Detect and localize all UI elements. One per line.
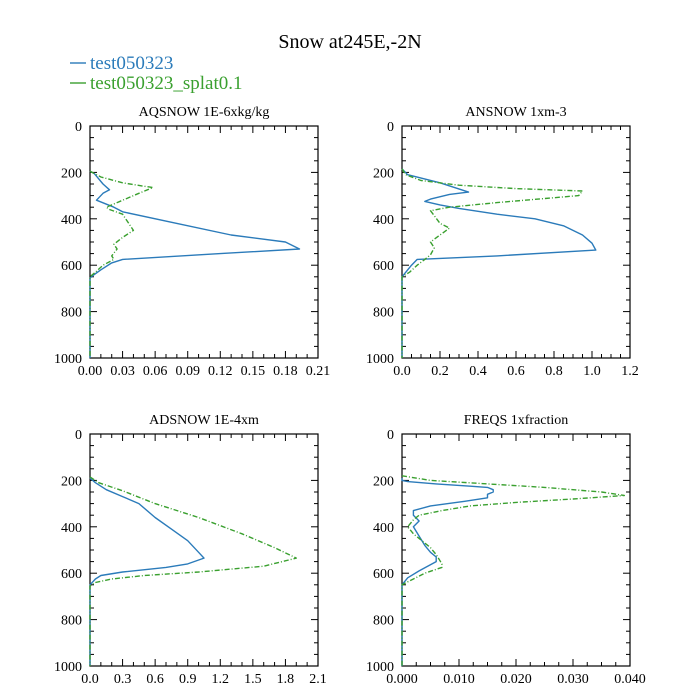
y-tick-label: 600 — [61, 567, 82, 582]
panel-freqs: FREQS 1xfraction 0.000 0.010 0.020 0.030 0.04… — [366, 413, 646, 687]
x-tick-label: 2.1 — [309, 672, 327, 687]
y-tick-label: 1000 — [54, 352, 82, 367]
x-tick-label: 0.9 — [179, 672, 197, 687]
x-tick-label: 0.6 — [146, 672, 164, 687]
y-tick-label: 800 — [373, 306, 394, 321]
y-tick-label: 200 — [61, 166, 82, 181]
x-tick-label: 0.2 — [431, 364, 449, 379]
y-tick-label: 400 — [373, 213, 394, 228]
x-tick-label: 0.12 — [208, 364, 233, 379]
legend-label-splat: test050323_splat0.1 — [90, 73, 243, 94]
x-tick-label: 1.2 — [212, 672, 230, 687]
panel-adsnow: ADSNOW 1E-4xm 0.0 0.3 0.6 0.9 1.2 1.5 1.8 2.1 0 20… — [54, 413, 327, 687]
legend-label-test050323: test050323 — [90, 53, 173, 74]
y-tick-label: 600 — [373, 259, 394, 274]
y-tick-label: 400 — [373, 521, 394, 536]
plot-frame-ansnow — [401, 125, 631, 359]
x-tick-label: 0.010 — [443, 672, 475, 687]
y-tick-label: 1000 — [366, 660, 394, 675]
x-tick-label: 0.18 — [273, 364, 298, 379]
x-tick-label: 0.03 — [110, 364, 135, 379]
panel-title-adsnow: ADSNOW 1E-4xm — [149, 413, 259, 428]
figure-title: Snow at245E,-2N — [278, 31, 421, 53]
y-tick-label: 1000 — [366, 352, 394, 367]
plot-frame-adsnow — [89, 433, 319, 667]
y-tick-label: 400 — [61, 521, 82, 536]
y-tick-label: 0 — [75, 120, 82, 135]
panels: AQSNOW 1E-6xkg/kg0.00 0.03 0.06 0.09 0.12 0.1… — [54, 105, 646, 687]
x-tick-label: 0.040 — [614, 672, 646, 687]
y-tick-label: 0 — [387, 120, 394, 135]
y-tick-label: 200 — [373, 166, 394, 181]
series-line-adsnow-test050323 — [89, 477, 205, 666]
panel-aqsnow: AQSNOW 1E-6xkg/kg 0.00 0.03 0.06 0.09 0.12 0.1… — [54, 105, 330, 379]
x-tick-label: 0.06 — [143, 364, 168, 379]
series-line-adsnow-splat — [89, 476, 297, 666]
x-tick-label: 0.09 — [175, 364, 200, 379]
x-tick-label: 0.0 — [393, 364, 411, 379]
series-line-ansnow-test050323 — [401, 168, 597, 358]
y-tick-label: 600 — [61, 259, 82, 274]
x-tick-label: 0.030 — [557, 672, 589, 687]
panel-title-ansnow: ANSNOW 1xm-3 — [465, 105, 566, 120]
x-tick-label: 0.15 — [241, 364, 266, 379]
y-tick-label: 200 — [61, 474, 82, 489]
y-tick-label: 800 — [373, 614, 394, 629]
x-tick-label: 1.8 — [277, 672, 295, 687]
plot-frame-freqs — [401, 433, 631, 667]
x-tick-label: 0.21 — [306, 364, 331, 379]
y-tick-label: 800 — [61, 306, 82, 321]
y-tick-label: 800 — [61, 614, 82, 629]
y-tick-label: 0 — [387, 428, 394, 443]
y-tick-label: 400 — [61, 213, 82, 228]
x-tick-label: 0.4 — [469, 364, 487, 379]
y-tick-label: 1000 — [54, 660, 82, 675]
x-tick-label: 1.0 — [583, 364, 601, 379]
series-line-freqs-test050323 — [401, 478, 494, 666]
series-line-ansnow-splat — [401, 168, 584, 358]
y-tick-label: 200 — [373, 474, 394, 489]
panel-title-aqsnow: AQSNOW 1E-6xkg/kg — [139, 105, 270, 120]
x-tick-label: 1.2 — [621, 364, 639, 379]
series-line-aqsnow-splat — [89, 170, 154, 358]
y-tick-label: 0 — [75, 428, 82, 443]
x-tick-label: 0.0 — [81, 672, 99, 687]
series-line-aqsnow-test050323 — [89, 170, 301, 358]
panel-title-freqs: FREQS 1xfraction — [464, 413, 569, 428]
x-tick-label: 1.5 — [244, 672, 262, 687]
x-tick-label: 0.020 — [500, 672, 532, 687]
series-line-freqs-splat — [401, 475, 625, 666]
legend: test050323 test050323_splat0.1 — [70, 53, 243, 94]
x-tick-label: 0.00 — [78, 364, 103, 379]
x-tick-label: 0.3 — [114, 672, 132, 687]
x-tick-label: 0.8 — [545, 364, 563, 379]
x-tick-label: 0.000 — [386, 672, 418, 687]
panel-ansnow: ANSNOW 1xm-3 0.0 0.2 0.4 0.6 0.8 1.0 1.2 0 200 400… — [366, 105, 639, 379]
x-tick-label: 0.6 — [507, 364, 525, 379]
y-tick-label: 600 — [373, 567, 394, 582]
